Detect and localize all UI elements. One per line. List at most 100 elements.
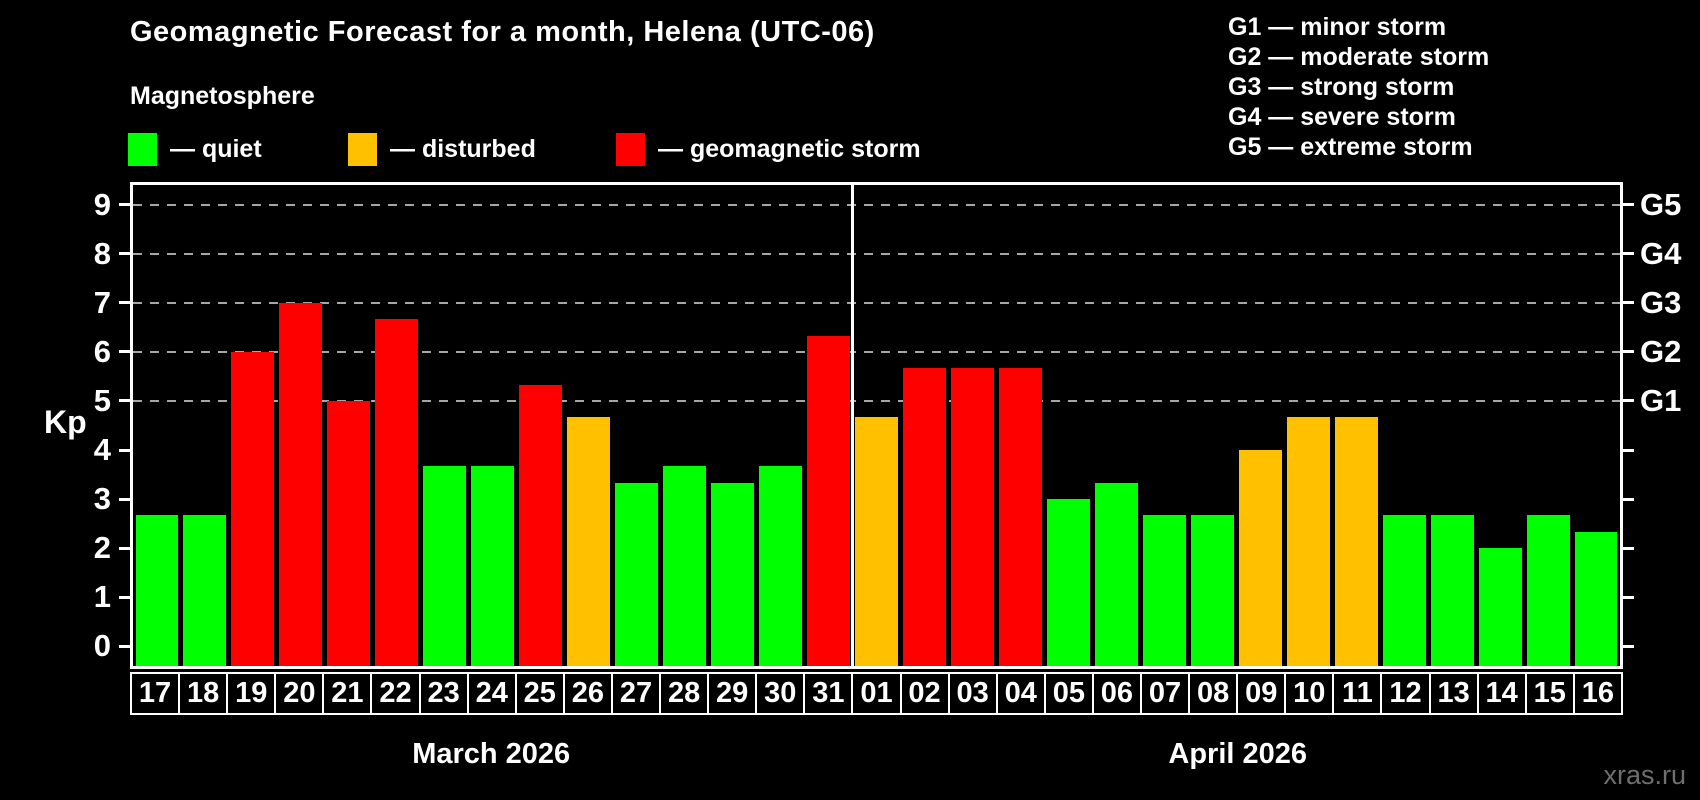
g-axis-tick-label: G3 <box>1640 284 1682 320</box>
date-label-cell: 05 <box>1043 672 1094 715</box>
date-label-cell: 12 <box>1380 672 1431 715</box>
gridline-kp9 <box>133 203 1620 206</box>
date-label-cell: 31 <box>803 672 854 715</box>
y-axis-tick <box>119 252 130 256</box>
date-label-cell: 04 <box>995 672 1046 715</box>
g-scale-legend: G1 — minor storm G2 — moderate storm G3 … <box>1228 12 1489 162</box>
kp-bar <box>327 400 371 666</box>
g-scale-legend-item: G1 — minor storm <box>1228 13 1447 41</box>
kp-bar <box>1574 532 1618 666</box>
g-axis-tick-label: G2 <box>1640 333 1682 369</box>
y-axis-tick-label: 4 <box>93 432 111 468</box>
date-label-cell: 24 <box>466 672 517 715</box>
kp-bar <box>855 417 898 666</box>
y-axis-tick <box>119 448 130 452</box>
kp-bar <box>1046 499 1090 666</box>
g-axis-tick <box>1623 350 1634 354</box>
date-label-cell: 06 <box>1091 672 1142 715</box>
date-label-cell: 09 <box>1236 672 1287 715</box>
kp-bar <box>807 335 850 666</box>
y-axis-tick-label: 9 <box>93 186 111 222</box>
kp-bar <box>1094 482 1138 666</box>
kp-bar <box>423 466 467 666</box>
storm-swatch <box>616 132 645 166</box>
month-label: April 2026 <box>1168 738 1308 770</box>
y-axis-tick-label: 5 <box>93 382 111 418</box>
kp-bar <box>711 482 755 666</box>
y-axis-tick <box>119 497 130 501</box>
g-scale-legend-item: G4 — severe storm <box>1228 103 1456 131</box>
date-label-cell: 21 <box>322 672 373 715</box>
kp-bar <box>1430 515 1474 666</box>
date-label-cell: 28 <box>659 672 710 715</box>
y-axis-tick-label: 0 <box>93 628 111 664</box>
kp-bar <box>567 417 611 666</box>
gridline-kp8 <box>133 252 1620 255</box>
y-axis-tick <box>119 301 130 305</box>
g-scale-legend-item: G2 — moderate storm <box>1228 43 1490 71</box>
y-axis-label: Kp <box>44 404 87 440</box>
legend-label: — geomagnetic storm <box>658 134 921 163</box>
kp-bar <box>279 302 323 666</box>
month-separator <box>851 185 855 666</box>
kp-bar <box>1382 515 1426 666</box>
date-label-cell: 03 <box>947 672 998 715</box>
date-label-cell: 17 <box>130 672 181 715</box>
kp-bar <box>183 515 227 666</box>
month-labels: March 2026 April 2026 <box>130 740 1623 770</box>
gridline-kp7 <box>133 301 1620 304</box>
kp-bar <box>1190 515 1234 666</box>
g-axis-tick <box>1623 644 1634 648</box>
month-label: March 2026 <box>412 738 571 770</box>
g-scale-legend-item: G5 — extreme storm <box>1228 133 1473 161</box>
kp-bar <box>998 368 1042 666</box>
date-axis: 17 18 19 20 21 22 23 24 25 26 27 28 29 30 31 01 02 03 04 05… <box>130 672 1623 715</box>
kp-bar <box>519 384 563 666</box>
kp-bar <box>1238 450 1282 666</box>
kp-bar <box>1334 417 1378 666</box>
date-label-cell: 22 <box>370 672 421 715</box>
g-axis-tick-label: G1 <box>1640 382 1682 418</box>
g-axis-tick-label: G4 <box>1640 235 1682 271</box>
kp-bar <box>663 466 707 666</box>
kp-bar <box>1286 417 1330 666</box>
date-label-cell: 13 <box>1428 672 1479 715</box>
kp-bar <box>1142 515 1186 666</box>
legend-item-quiet: — quiet <box>128 130 262 168</box>
g-axis-tick <box>1623 203 1634 207</box>
date-label-cell: 14 <box>1476 672 1527 715</box>
y-axis-tick <box>119 595 130 599</box>
gridline-kp6 <box>133 350 1620 353</box>
date-label-cell: 15 <box>1524 672 1575 715</box>
g-axis-tick <box>1623 252 1634 256</box>
date-label-cell: 08 <box>1188 672 1239 715</box>
y-axis-tick <box>119 644 130 648</box>
legend-item-storm: — geomagnetic storm <box>616 130 921 168</box>
g-axis-tick <box>1623 595 1634 599</box>
date-label-cell: 01 <box>851 672 902 715</box>
kp-bar <box>471 466 515 666</box>
plot-area: 0 1 2 3 4 5 6 7 8 9 G1 G2 G3 G4 G5 <box>94 182 1681 669</box>
kp-bar <box>1478 548 1522 666</box>
g-axis-tick <box>1623 448 1634 452</box>
magnetosphere-legend: — quiet — disturbed — geomagnetic storm <box>0 130 1700 168</box>
date-label-cell: 10 <box>1284 672 1335 715</box>
g-axis-tick <box>1623 497 1634 501</box>
y-axis-tick-label: 2 <box>93 530 111 566</box>
y-axis-tick <box>119 203 130 207</box>
magnetosphere-label: Magnetosphere <box>130 82 315 110</box>
kp-bar <box>375 319 419 666</box>
y-axis-tick <box>119 350 130 354</box>
quiet-swatch <box>128 132 157 166</box>
legend-label: — quiet <box>170 134 262 163</box>
y-axis-tick <box>119 546 130 550</box>
date-label-cell: 26 <box>562 672 613 715</box>
date-label-cell: 25 <box>514 672 565 715</box>
y-axis-tick-label: 7 <box>93 284 111 320</box>
date-label-cell: 30 <box>755 672 806 715</box>
y-axis-tick <box>119 399 130 403</box>
g-scale-legend-item: G3 — strong storm <box>1228 73 1455 101</box>
kp-bar <box>1526 515 1570 666</box>
g-axis-tick-label: G5 <box>1640 186 1682 222</box>
